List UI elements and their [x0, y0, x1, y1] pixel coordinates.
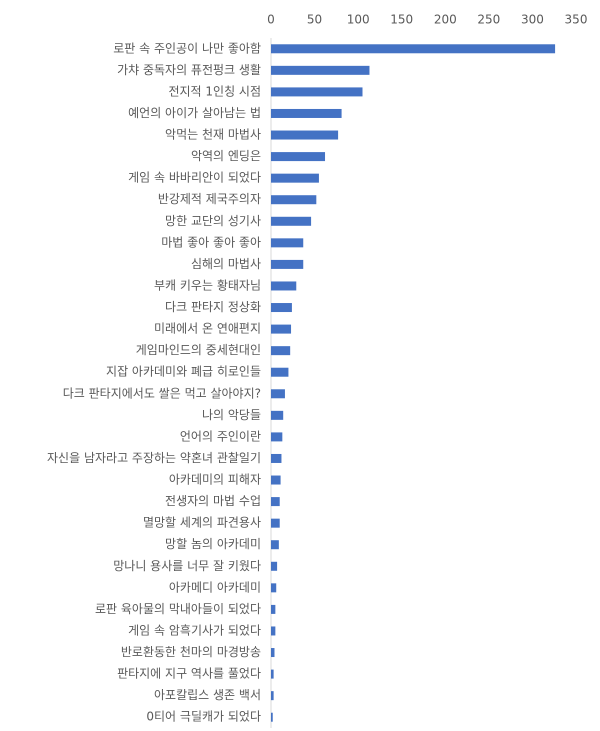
y-tick-label: 망한 교단의 성기사	[165, 214, 261, 228]
bar	[271, 367, 289, 377]
y-tick-label: 아카메디 아카데미	[169, 580, 261, 594]
y-tick-label: 악먹는 천재 마법사	[165, 127, 261, 142]
y-tick-label: 0티어 극딜캐가 되었다	[146, 710, 261, 724]
bar	[271, 497, 280, 507]
bar	[271, 389, 285, 399]
bar	[271, 216, 312, 226]
y-tick-label: 망나니 용사를 너무 잘 키웠다	[113, 559, 261, 573]
bar	[271, 691, 274, 701]
y-tick-label: 언어의 주인이란	[180, 429, 261, 443]
y-tick-label: 악역의 엔딩은	[191, 149, 261, 163]
bar	[271, 410, 284, 420]
bar	[271, 669, 274, 679]
y-tick-label: 멸망할 세계의 파견용사	[143, 516, 261, 530]
y-tick-label: 로판 속 주인공이 나만 좋아함	[113, 41, 261, 55]
x-tick-label: 100	[347, 13, 370, 27]
bar	[271, 540, 279, 550]
bar	[271, 152, 326, 162]
y-tick-label: 마법 좋아 좋아 좋아	[161, 235, 261, 249]
x-tick-label: 300	[521, 13, 544, 27]
bar	[271, 238, 304, 248]
y-tick-label: 다크 판타지에서도 쌀은 먹고 살아야지?	[63, 386, 261, 400]
x-tick-label: 150	[390, 13, 413, 27]
x-tick-label: 350	[565, 13, 588, 27]
bar	[271, 259, 304, 269]
y-tick-label: 전지적 1인칭 시점	[168, 84, 261, 98]
bar	[271, 195, 317, 205]
bar	[271, 87, 363, 97]
y-tick-label: 아포칼립스 생존 백서	[154, 688, 261, 702]
bar	[271, 453, 282, 463]
y-tick-label: 나의 악당들	[202, 408, 261, 422]
y-tick-label: 전생자의 마법 수업	[165, 494, 261, 508]
y-tick-label: 예언의 아이가 살아남는 법	[128, 106, 261, 120]
bar	[271, 108, 342, 118]
bar	[271, 130, 339, 140]
y-tick-label: 자신을 남자라고 주장하는 약혼녀 관찰일기	[47, 450, 261, 465]
bar	[271, 583, 277, 593]
y-tick-label: 게임마인드의 중세현대인	[136, 343, 261, 357]
y-tick-label: 게임 속 바바리안이 되었다	[128, 171, 261, 185]
bar	[271, 626, 276, 636]
y-tick-label: 다크 판타지 정상화	[165, 300, 261, 314]
y-tick-label: 가챠 중독자의 퓨전펑크 생활	[117, 63, 261, 77]
bar	[271, 281, 297, 291]
y-tick-label: 반로환동한 천마의 마경방송	[121, 644, 261, 659]
x-tick-label: 0	[267, 13, 275, 27]
bar	[271, 346, 291, 356]
y-tick-label: 아카데미의 피해자	[169, 473, 261, 487]
bar	[271, 518, 280, 528]
x-tick-label: 250	[477, 13, 500, 27]
y-tick-label: 망할 놈의 아카데미	[165, 537, 261, 551]
bar	[271, 324, 292, 334]
x-tick-label: 200	[434, 13, 457, 27]
bar	[271, 475, 281, 485]
bar	[271, 561, 278, 571]
bar	[271, 65, 370, 75]
bar	[271, 432, 283, 442]
y-tick-label: 판타지에 지구 역사를 풀었다	[117, 667, 261, 681]
y-tick-label: 심해의 마법사	[191, 257, 261, 271]
bar	[271, 604, 276, 614]
bar	[271, 303, 292, 313]
y-tick-label: 지잡 아카데미와 폐급 히로인들	[106, 365, 261, 379]
bar	[271, 173, 319, 183]
bar	[271, 44, 556, 54]
bar	[271, 712, 273, 722]
bar	[271, 648, 275, 658]
y-tick-label: 부캐 키우는 황태자님	[154, 278, 261, 292]
y-tick-label: 반강제적 제국주의자	[158, 192, 261, 206]
y-tick-label: 로판 육아물의 막내아들이 되었다	[95, 602, 261, 616]
y-tick-label: 게임 속 암흑기사가 되었다	[128, 623, 261, 637]
x-tick-label: 50	[307, 13, 322, 27]
y-tick-label: 미래에서 온 연애편지	[154, 322, 261, 336]
